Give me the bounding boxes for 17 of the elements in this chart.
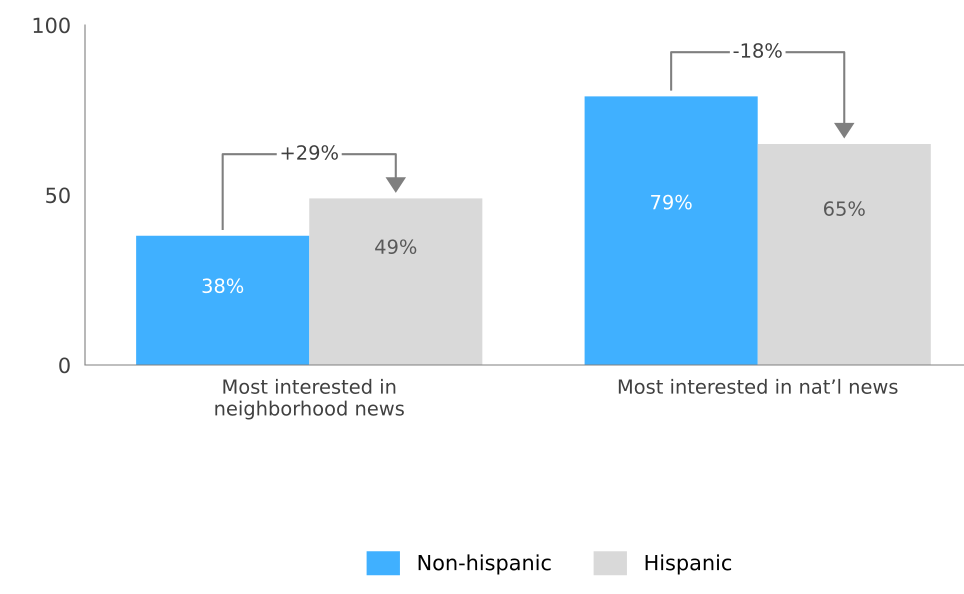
data-label: 79%: [651, 194, 692, 210]
legend-label: Non-hispanic: [418, 554, 551, 574]
bar: [758, 144, 931, 365]
legend-label: Hispanic: [646, 554, 732, 574]
data-label: 49%: [375, 239, 416, 254]
x-tick-label: Most interested in nat’l news: [618, 378, 898, 394]
annotation: +29%: [282, 145, 338, 160]
x-tick-label: Most interested in neighborhood news: [215, 378, 404, 420]
data-label: 65%: [824, 201, 865, 216]
y-tick-label: 0: [59, 357, 70, 374]
bar: [584, 96, 758, 365]
annotation: -18%: [734, 43, 782, 58]
y-tick-label: 100: [34, 17, 70, 34]
bar: [309, 198, 482, 365]
bar: [136, 236, 310, 365]
data-label: 38%: [202, 278, 244, 294]
y-tick-label: 50: [46, 187, 70, 204]
